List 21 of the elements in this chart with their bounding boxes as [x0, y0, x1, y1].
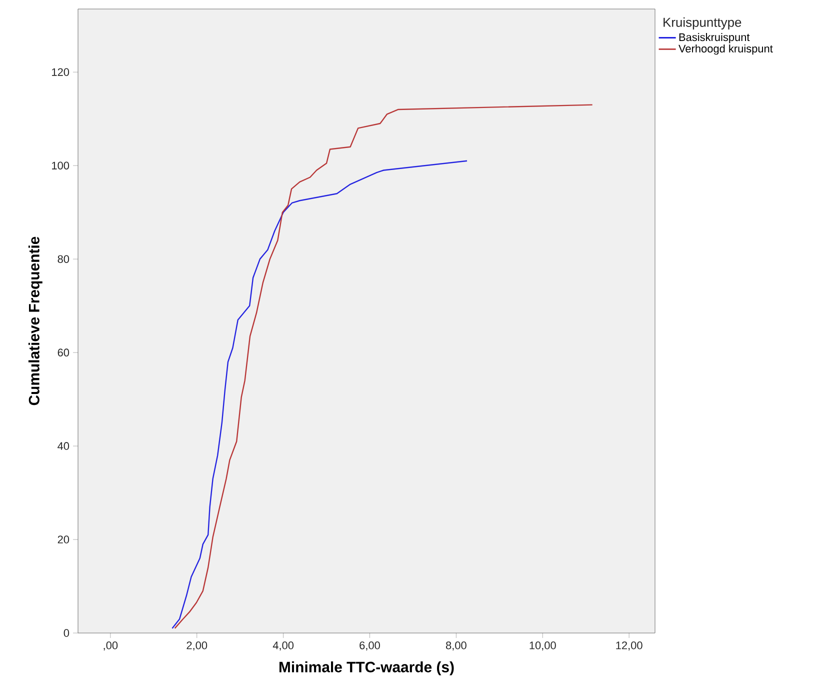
legend-label: Basiskruispunt [679, 33, 750, 44]
x-tick-label: ,00 [104, 642, 118, 651]
x-tick-label: 2,00 [186, 642, 208, 651]
y-tick-label: 40 [58, 442, 70, 450]
y-tick-label: 80 [58, 255, 70, 263]
x-tick-label: 10,00 [530, 642, 556, 651]
x-tick-label: 8,00 [446, 642, 466, 651]
x-tick-label: 12,00 [616, 642, 642, 651]
line-series [172, 160, 468, 629]
x-tick-label: 6,00 [360, 642, 380, 651]
x-axis-title: Minimale TTC-waarde (s) [279, 661, 454, 676]
legend-label: Verhoogd kruispunt [678, 44, 773, 55]
y-tick-label: 60 [58, 348, 70, 356]
y-axis-title: Cumulatieve Frequentie [28, 236, 42, 406]
line-series [174, 104, 593, 629]
y-tick-label: 100 [52, 162, 70, 170]
x-tick-label: 4,00 [272, 642, 294, 651]
y-tick-label: 120 [52, 68, 70, 76]
y-tick-label: 20 [58, 536, 70, 544]
legend-title: Kruispunttype [664, 17, 742, 30]
y-tick-label: 0 [64, 629, 70, 637]
